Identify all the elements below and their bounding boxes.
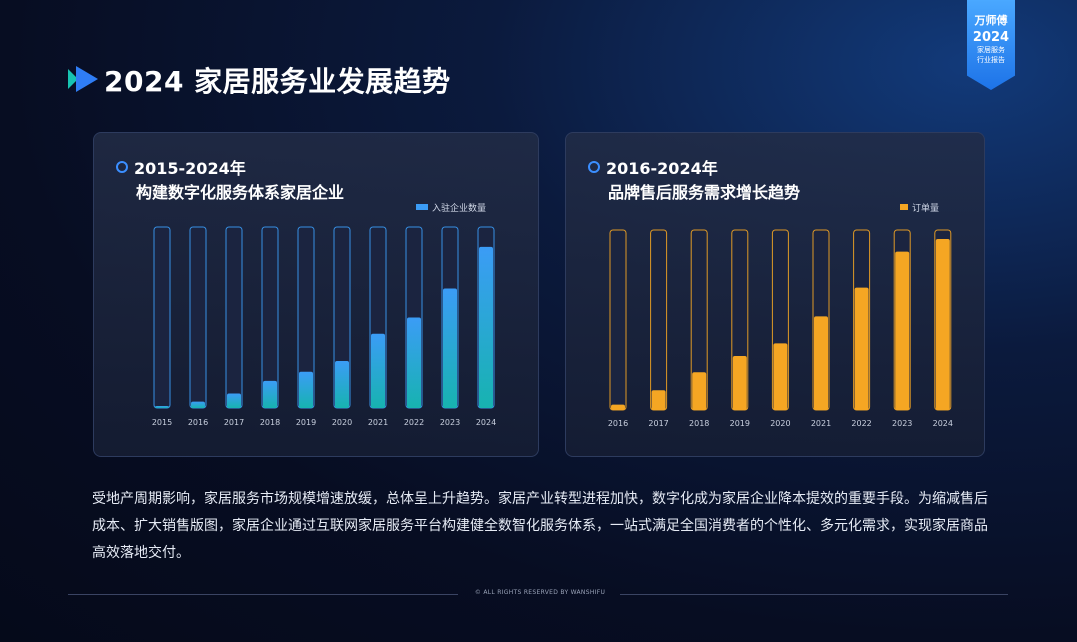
right-card-header: 2016-2024年 品牌售后服务需求增长趋势 (588, 157, 800, 205)
badge-line1: 家居服务 (977, 46, 1005, 54)
legend-swatch (416, 204, 428, 210)
left-bar-track (153, 226, 171, 409)
left-bar-track (225, 226, 243, 409)
left-bar-2019 (299, 371, 313, 408)
page-title: 2024 家居服务业发展趋势 (104, 65, 451, 98)
left-x-tick-label: 2019 (296, 418, 316, 427)
legend-swatch (900, 204, 908, 210)
right-bar-2020 (773, 343, 788, 410)
left-bar-2016 (191, 401, 205, 408)
right-bar-2022 (854, 287, 869, 410)
legend-label: 入驻企业数量 (432, 204, 487, 214)
right-bar-2018 (692, 372, 707, 410)
left-bar-2021 (371, 333, 385, 408)
circle-bullet-icon (588, 161, 600, 173)
right-x-tick-label: 2020 (770, 419, 790, 428)
left-bar-2024 (479, 246, 493, 408)
badge-brand: 万师傅 (974, 14, 1008, 27)
right-bar-2021 (814, 316, 828, 410)
left-x-tick-label: 2022 (404, 418, 424, 427)
left-card-title: 2015-2024年 (134, 159, 246, 178)
right-bar-2017 (651, 390, 666, 410)
left-x-tick-label: 2016 (188, 418, 208, 427)
left-bar-chart: 2015 2016 2017 2018 2019 2020 2021 2022 2023 2024 (152, 226, 496, 427)
right-bar-2019 (732, 356, 747, 410)
left-chart-card: 2015-2024年 构建数字化服务体系家居企业 入驻企业数量 2015 2016… (93, 132, 539, 457)
right-x-tick-label: 2023 (892, 419, 912, 428)
copyright-text: © ALL RIGHTS RESERVED BY WANSHIFU (474, 589, 606, 596)
left-x-tick-label: 2020 (332, 418, 352, 427)
legend-label: 订单量 (912, 204, 940, 214)
right-chart-legend: 订单量 (900, 201, 939, 214)
right-x-tick-label: 2016 (608, 419, 628, 428)
left-x-tick-label: 2015 (152, 418, 172, 427)
right-chart-card: 2016-2024年 品牌售后服务需求增长趋势 订单量 2016 2017 2018… (565, 132, 985, 457)
right-card-title: 2016-2024年 (606, 159, 718, 178)
left-x-tick-label: 2017 (224, 418, 244, 427)
left-bar-2022 (407, 317, 421, 408)
left-card-subtitle: 构建数字化服务体系家居企业 (136, 183, 345, 202)
right-x-tick-label: 2019 (730, 419, 750, 428)
right-bar-2016 (611, 404, 625, 410)
description-paragraph: 受地产周期影响，家居服务市场规模增速放缓，总体呈上升趋势。家居产业转型进程加快，… (92, 491, 988, 561)
left-x-tick-label: 2018 (260, 418, 280, 427)
left-bar-2018 (263, 380, 277, 408)
play-arrow-icon (68, 66, 98, 92)
left-bar-2020 (335, 360, 349, 408)
left-bar-2015 (155, 406, 169, 408)
right-bar-track (650, 229, 668, 411)
right-bar-2023 (895, 251, 910, 410)
left-x-tick-label: 2023 (440, 418, 460, 427)
right-x-tick-label: 2021 (811, 419, 831, 428)
footer-divider-right (620, 594, 1008, 595)
left-card-header: 2015-2024年 构建数字化服务体系家居企业 (116, 157, 344, 205)
right-x-tick-label: 2017 (648, 419, 668, 428)
circle-bullet-icon (116, 161, 128, 173)
right-card-subtitle: 品牌售后服务需求增长趋势 (608, 183, 801, 202)
left-bar-track (189, 226, 207, 409)
left-chart-legend: 入驻企业数量 (416, 201, 486, 214)
left-x-tick-label: 2024 (476, 418, 496, 427)
right-x-tick-label: 2022 (851, 419, 871, 428)
right-x-tick-label: 2018 (689, 419, 709, 428)
left-bar-2023 (443, 288, 457, 408)
footer-divider-left (68, 594, 458, 595)
left-bar-2017 (227, 393, 241, 408)
badge-year: 2024 (972, 30, 1010, 45)
right-x-tick-label: 2024 (933, 419, 953, 428)
left-x-tick-label: 2021 (368, 418, 388, 427)
badge-line2: 行业报告 (977, 56, 1005, 64)
report-badge: 万师傅 2024 家居服务 行业报告 (967, 0, 1015, 90)
right-bar-chart: 2016 2017 2018 2019 2020 2021 2022 2023 2024 (608, 229, 953, 428)
right-bar-2024 (935, 239, 950, 410)
right-bar-track (609, 229, 627, 411)
